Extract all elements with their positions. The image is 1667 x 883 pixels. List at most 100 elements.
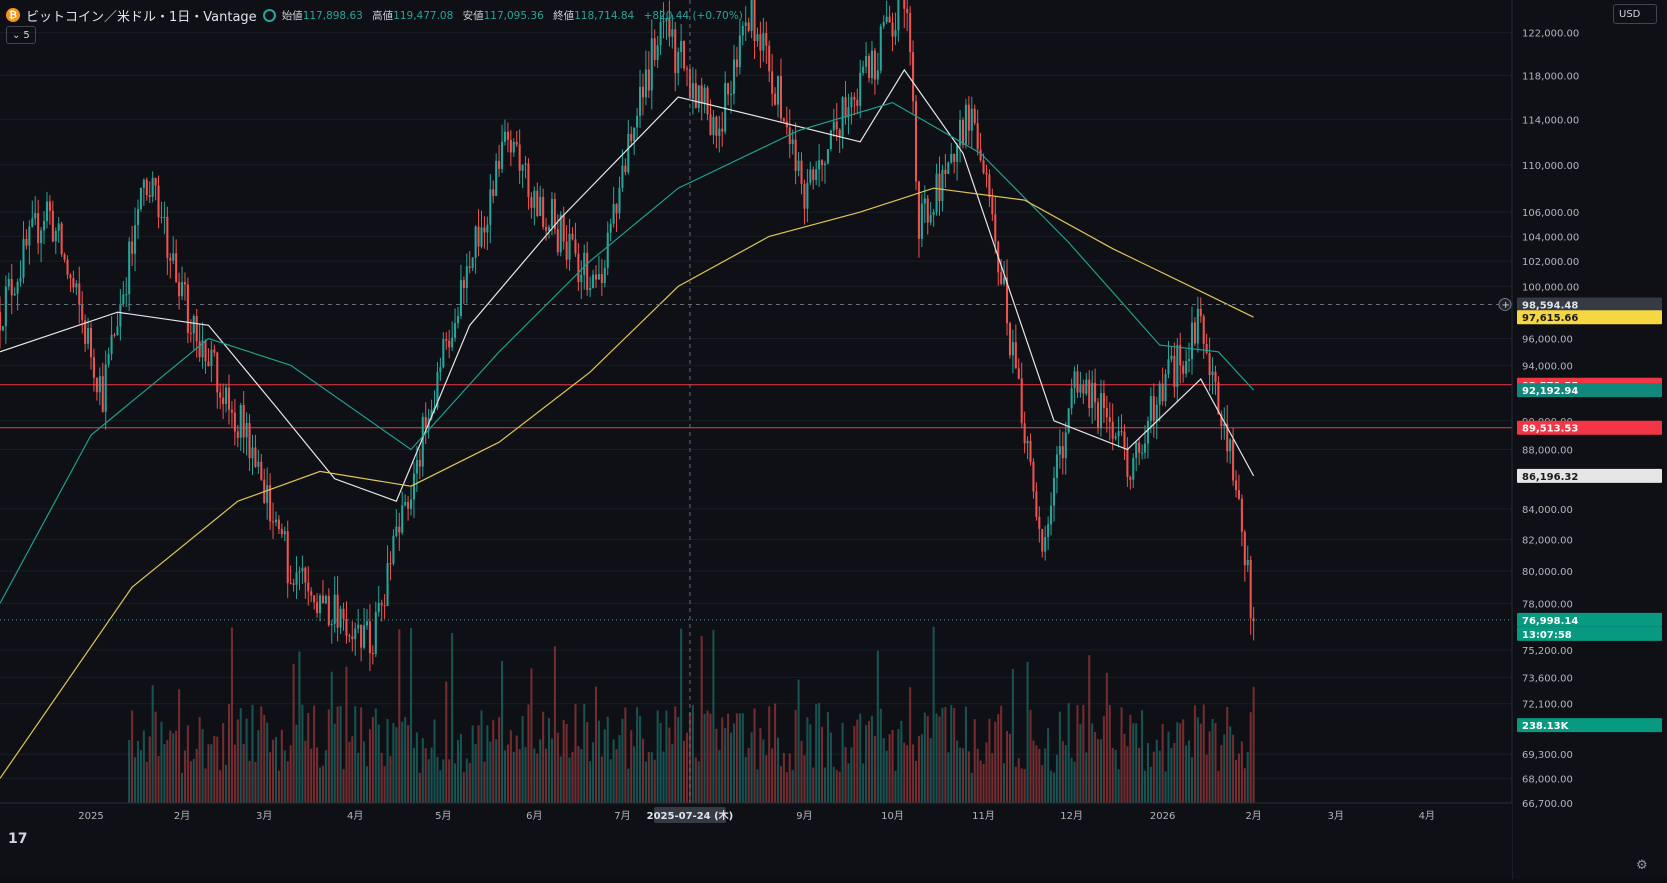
candle-body[interactable] (838, 129, 841, 137)
candle-body[interactable] (545, 226, 548, 231)
candle-body[interactable] (694, 83, 697, 108)
candle-body[interactable] (527, 163, 530, 198)
candle-body[interactable] (606, 232, 609, 268)
candle-body[interactable] (815, 169, 818, 181)
candle-body[interactable] (791, 139, 794, 144)
candle-body[interactable] (618, 187, 621, 214)
candle-body[interactable] (1167, 359, 1170, 374)
candle-body[interactable] (363, 625, 366, 648)
candle-body[interactable] (1014, 342, 1017, 369)
candle-body[interactable] (624, 165, 627, 173)
add-alert-icon[interactable]: + (1498, 297, 1512, 311)
candle-body[interactable] (991, 197, 994, 215)
candle-body[interactable] (342, 608, 345, 619)
candle-body[interactable] (776, 76, 780, 105)
candle-body[interactable] (797, 160, 800, 171)
candle-body[interactable] (313, 595, 316, 603)
candle-body[interactable] (735, 59, 738, 68)
candle-body[interactable] (912, 52, 915, 102)
candle-body[interactable] (1029, 440, 1032, 462)
candle-body[interactable] (630, 133, 633, 142)
candle-body[interactable] (225, 387, 228, 405)
candle-body[interactable] (10, 278, 13, 296)
candle-body[interactable] (615, 203, 618, 214)
candle-body[interactable] (0, 312, 2, 331)
candle-body[interactable] (1214, 371, 1217, 382)
candle-body[interactable] (1190, 322, 1194, 360)
candle-body[interactable] (415, 460, 418, 474)
candle-body[interactable] (95, 377, 98, 393)
candle-body[interactable] (571, 233, 574, 240)
candle-body[interactable] (715, 116, 718, 136)
candle-body[interactable] (503, 131, 507, 142)
candle-body[interactable] (1252, 618, 1255, 622)
candle-body[interactable] (477, 226, 480, 247)
candle-body[interactable] (462, 280, 465, 289)
candle-body[interactable] (1217, 381, 1220, 415)
candle-body[interactable] (81, 304, 84, 321)
candle-body[interactable] (28, 226, 31, 246)
candle-body[interactable] (1246, 559, 1249, 566)
candle-body[interactable] (973, 108, 976, 124)
candle-body[interactable] (1102, 393, 1105, 408)
time-axis-background[interactable] (0, 803, 1512, 879)
candle-body[interactable] (60, 223, 63, 255)
candle-body[interactable] (765, 33, 768, 46)
candle-body[interactable] (509, 139, 512, 153)
candle-body[interactable] (647, 69, 650, 91)
candle-body[interactable] (947, 162, 950, 175)
candle-body[interactable] (868, 55, 871, 78)
candle-body[interactable] (730, 93, 733, 95)
candle-body[interactable] (122, 294, 125, 305)
candle-body[interactable] (1058, 446, 1061, 455)
candle-body[interactable] (885, 16, 888, 23)
candle-body[interactable] (45, 201, 49, 222)
candle-body[interactable] (1243, 531, 1246, 566)
candle-body[interactable] (547, 227, 551, 231)
candle-body[interactable] (859, 72, 862, 106)
candle-body[interactable] (586, 252, 589, 290)
candle-body[interactable] (380, 602, 383, 606)
symbol-legend[interactable]: ₿ ビットコイン／米ドル・1日・Vantage 始値117,898.63 高値1… (6, 5, 743, 25)
candle-body[interactable] (166, 216, 169, 258)
candle-body[interactable] (242, 405, 245, 438)
candle-body[interactable] (691, 83, 694, 99)
candle-body[interactable] (662, 21, 665, 23)
candle-body[interactable] (1023, 423, 1026, 444)
candle-body[interactable] (501, 141, 504, 169)
candle-body[interactable] (1044, 537, 1047, 552)
candle-body[interactable] (219, 392, 222, 398)
candle-body[interactable] (589, 287, 592, 290)
candle-body[interactable] (782, 118, 785, 122)
candle-body[interactable] (542, 196, 545, 227)
candle-body[interactable] (512, 141, 515, 153)
candle-body[interactable] (207, 361, 210, 367)
candle-body[interactable] (178, 281, 181, 297)
candle-body[interactable] (316, 602, 319, 614)
candle-body[interactable] (7, 278, 10, 287)
candle-body[interactable] (627, 133, 630, 173)
candle-body[interactable] (1052, 478, 1056, 506)
candle-body[interactable] (480, 227, 483, 247)
candle-body[interactable] (357, 624, 360, 629)
candle-body[interactable] (988, 174, 991, 198)
candle-body[interactable] (985, 172, 988, 175)
candle-body[interactable] (1061, 446, 1064, 459)
candle-body[interactable] (644, 69, 647, 98)
candle-body[interactable] (154, 177, 157, 186)
candle-body[interactable] (189, 332, 192, 334)
candle-body[interactable] (401, 505, 404, 533)
candle-body[interactable] (779, 76, 782, 119)
candle-body[interactable] (1, 326, 4, 331)
candle-body[interactable] (832, 121, 835, 131)
candle-body[interactable] (1005, 277, 1009, 324)
candle-body[interactable] (806, 182, 809, 209)
candle-body[interactable] (98, 376, 101, 393)
candle-body[interactable] (1179, 344, 1182, 366)
candle-body[interactable] (1003, 277, 1006, 284)
candle-body[interactable] (935, 173, 938, 212)
candle-body[interactable] (953, 153, 956, 162)
candle-body[interactable] (439, 367, 442, 372)
candle-body[interactable] (348, 635, 351, 637)
candle-body[interactable] (762, 33, 765, 51)
